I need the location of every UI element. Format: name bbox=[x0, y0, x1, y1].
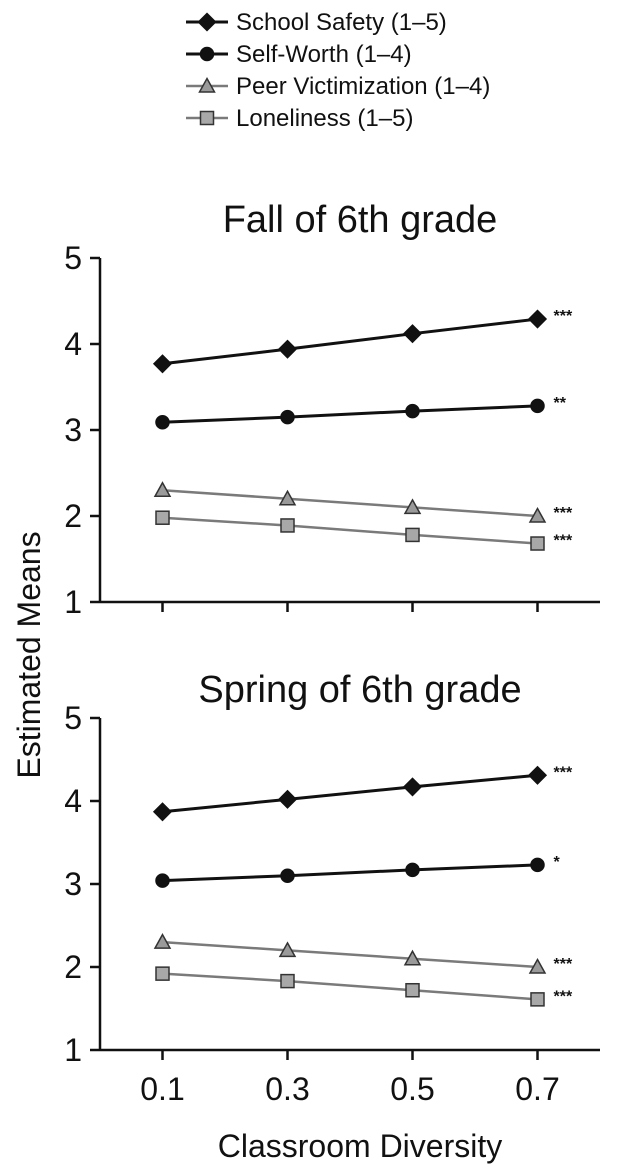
data-point-circle bbox=[530, 398, 545, 414]
data-point-triangle bbox=[528, 506, 547, 523]
series-line bbox=[162, 516, 538, 545]
y-tick-label: 3 bbox=[64, 866, 82, 902]
series-loneliness: *** bbox=[155, 966, 573, 1007]
series-line bbox=[162, 773, 538, 814]
y-tick-label: 2 bbox=[64, 498, 82, 534]
data-point-triangle bbox=[528, 957, 547, 974]
data-point-circle bbox=[155, 415, 170, 430]
legend-marker-triangle-icon bbox=[198, 76, 216, 93]
data-point-square bbox=[280, 518, 295, 533]
data-point-diamond bbox=[277, 339, 298, 359]
data-point-diamond bbox=[402, 777, 423, 797]
data-point-triangle bbox=[153, 933, 172, 949]
data-point-square bbox=[280, 973, 295, 989]
legend-label: School Safety (1–5) bbox=[236, 9, 447, 36]
legend-marker-circle-icon bbox=[199, 46, 215, 62]
data-point-circle bbox=[280, 868, 295, 883]
significance-label: *** bbox=[554, 988, 573, 1005]
significance-label: *** bbox=[554, 505, 573, 522]
series-line bbox=[162, 972, 538, 1001]
series-line bbox=[162, 488, 538, 518]
data-point-diamond bbox=[527, 765, 548, 785]
data-point-square bbox=[155, 510, 170, 525]
data-point-square bbox=[530, 992, 545, 1007]
legend-marker-square-icon bbox=[199, 110, 215, 126]
legend-item-school_safety: School Safety (1–5) bbox=[186, 9, 447, 36]
y-tick-label: 5 bbox=[64, 700, 82, 736]
series-school_safety: *** bbox=[152, 308, 573, 374]
panel-title: Spring of 6th grade bbox=[198, 669, 521, 711]
data-point-square bbox=[155, 966, 170, 981]
significance-label: *** bbox=[554, 764, 573, 781]
data-point-circle bbox=[155, 873, 170, 888]
data-point-circle bbox=[405, 862, 420, 878]
data-point-diamond bbox=[527, 309, 548, 329]
series-loneliness: *** bbox=[155, 510, 573, 551]
series-school_safety: *** bbox=[152, 764, 573, 822]
y-tick-label: 4 bbox=[64, 783, 82, 819]
data-point-square bbox=[530, 536, 545, 551]
significance-label: *** bbox=[554, 533, 573, 550]
x-tick-label: 0.7 bbox=[515, 1071, 559, 1107]
data-point-circle bbox=[280, 409, 295, 425]
series-self_worth: ** bbox=[155, 395, 567, 430]
data-point-square bbox=[405, 527, 420, 543]
legend-item-peer_victimization: Peer Victimization (1–4) bbox=[186, 73, 490, 100]
data-point-diamond bbox=[277, 789, 298, 809]
legend-marker-diamond-icon bbox=[197, 12, 217, 32]
significance-label: ** bbox=[554, 395, 567, 412]
significance-label: *** bbox=[554, 308, 573, 325]
legend-item-self_worth: Self-Worth (1–4) bbox=[186, 41, 412, 68]
y-tick-label: 1 bbox=[64, 584, 82, 620]
x-axis-title: Classroom Diversity bbox=[218, 1128, 502, 1164]
x-tick-label: 0.5 bbox=[390, 1071, 434, 1107]
legend: School Safety (1–5) Self-Worth (1–4) Peer … bbox=[186, 9, 490, 132]
significance-label: * bbox=[554, 854, 561, 871]
x-tick-label: 0.3 bbox=[265, 1071, 309, 1107]
data-point-triangle bbox=[278, 489, 297, 506]
panel-title: Fall of 6th grade bbox=[223, 199, 498, 241]
series-line bbox=[162, 404, 538, 424]
data-point-circle bbox=[405, 403, 420, 419]
data-point-diamond bbox=[152, 354, 173, 374]
y-tick-label: 5 bbox=[64, 240, 82, 276]
chart-panels: Fall of 6th grade12345***********Spring … bbox=[64, 199, 600, 1107]
y-tick-label: 3 bbox=[64, 412, 82, 448]
series-line bbox=[162, 940, 538, 969]
legend-label: Peer Victimization (1–4) bbox=[236, 73, 490, 100]
significance-label: *** bbox=[554, 956, 573, 973]
data-point-square bbox=[405, 982, 420, 998]
series-line bbox=[162, 317, 538, 366]
data-point-triangle bbox=[153, 481, 172, 497]
data-point-triangle bbox=[403, 949, 422, 966]
legend-label: Loneliness (1–5) bbox=[236, 105, 413, 132]
legend-label: Self-Worth (1–4) bbox=[236, 41, 412, 68]
data-point-triangle bbox=[278, 941, 297, 958]
y-tick-label: 4 bbox=[64, 326, 82, 362]
y-tick-label: 1 bbox=[64, 1032, 82, 1068]
data-point-diamond bbox=[152, 802, 173, 822]
series-peer_victimization: *** bbox=[153, 481, 573, 523]
series-self_worth: * bbox=[155, 854, 561, 888]
series-peer_victimization: *** bbox=[153, 933, 573, 974]
data-point-circle bbox=[530, 857, 545, 873]
data-point-triangle bbox=[403, 498, 422, 515]
data-point-diamond bbox=[402, 324, 423, 344]
series-line bbox=[162, 863, 538, 883]
legend-item-loneliness: Loneliness (1–5) bbox=[186, 105, 413, 132]
y-tick-label: 2 bbox=[64, 949, 82, 985]
y-axis-title: Estimated Means bbox=[11, 531, 47, 778]
x-tick-label: 0.1 bbox=[140, 1071, 184, 1107]
